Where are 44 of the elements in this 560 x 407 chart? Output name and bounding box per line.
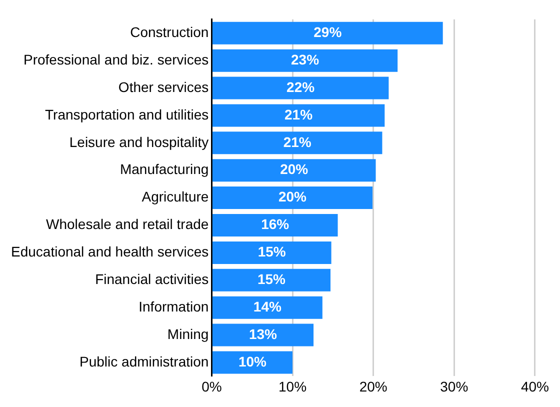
y-tick-label: Financial activities (95, 271, 209, 287)
y-tick-label: Construction (130, 24, 209, 40)
data-label: 29% (314, 24, 342, 40)
bar (212, 22, 443, 44)
data-label: 20% (280, 161, 309, 178)
data-label: 21% (283, 134, 312, 150)
data-label: 10% (238, 353, 268, 370)
y-tick-label: Mining (167, 326, 209, 342)
data-label: 15% (257, 271, 286, 287)
data-label: 14% (253, 298, 282, 314)
x-tick-label: 30% (440, 378, 468, 394)
y-tick-label: Professional and biz. services (23, 51, 209, 68)
bar (212, 186, 373, 210)
y-tick-label: Information (138, 298, 209, 314)
x-tick-label: 40% (520, 378, 550, 394)
bar (212, 241, 332, 264)
data-label: 22% (286, 78, 316, 95)
y-tick-label: Other services (118, 78, 209, 95)
y-tick-label: Transportation and utilities (44, 106, 209, 122)
y-tick-label: Educational and health services (10, 244, 209, 260)
data-label: 20% (278, 188, 308, 205)
data-label: 15% (258, 244, 286, 260)
bar (212, 49, 398, 72)
data-label: 13% (248, 326, 278, 342)
y-tick-label: Wholesale and retail trade (46, 216, 209, 232)
y-tick-label: Manufacturing (120, 161, 209, 178)
x-tick-label: 20% (359, 378, 388, 394)
data-label: 16% (261, 216, 290, 232)
data-label: 21% (284, 106, 314, 122)
y-tick-label: Agriculture (142, 188, 209, 205)
bar (212, 159, 376, 182)
y-tick-label: Public administration (80, 353, 209, 370)
bar (212, 324, 314, 346)
data-label: 23% (290, 51, 320, 68)
bar (212, 132, 382, 154)
bar (212, 214, 338, 236)
bar (212, 104, 385, 127)
bar (212, 351, 293, 374)
bar (212, 296, 322, 319)
bar (212, 268, 330, 292)
x-tick-label: 0% (202, 378, 222, 394)
x-tick-label: 10% (278, 378, 307, 394)
y-tick-label: Leisure and hospitality (69, 134, 209, 150)
bar (212, 76, 389, 100)
